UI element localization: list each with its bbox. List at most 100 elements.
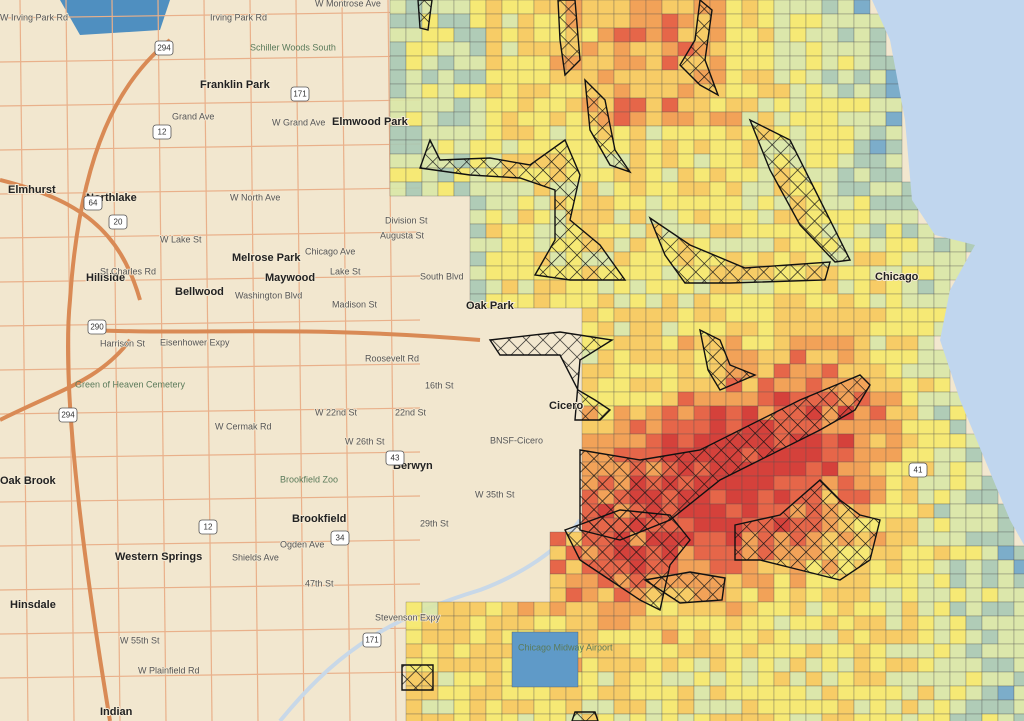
tract (805, 573, 823, 589)
tract (597, 419, 615, 435)
tract (517, 97, 535, 113)
tract (645, 657, 663, 673)
tract (517, 195, 535, 211)
tract (405, 629, 423, 645)
tract (853, 69, 871, 85)
tract (853, 265, 871, 281)
tract (629, 657, 647, 673)
tract (869, 153, 887, 169)
tract (437, 41, 455, 57)
street-label: W Plainfield Rd (138, 665, 200, 675)
tract (629, 643, 647, 659)
tract (405, 97, 423, 113)
tract (389, 125, 407, 141)
place-label: Hinsdale (10, 599, 56, 611)
tract (581, 293, 599, 309)
tract (693, 209, 711, 225)
tract (421, 27, 439, 43)
tract (853, 433, 871, 449)
tract (885, 559, 903, 575)
tract (485, 13, 503, 29)
tract (677, 377, 695, 393)
tract (629, 83, 647, 99)
tract (741, 293, 759, 309)
tract (725, 503, 743, 519)
tract (453, 615, 471, 631)
tract (853, 223, 871, 239)
tract (533, 685, 551, 701)
tract (565, 573, 583, 589)
tract (805, 55, 823, 71)
road (387, 0, 397, 721)
tract (965, 615, 983, 631)
place-label: Western Springs (115, 551, 202, 563)
tract (501, 55, 519, 71)
street-label: Chicago Ave (305, 246, 355, 256)
poi-label: Chicago Midway Airport (518, 642, 613, 652)
route-number: 20 (114, 218, 123, 227)
tract (581, 195, 599, 211)
tract (629, 685, 647, 701)
tract (741, 209, 759, 225)
hatched-area (419, 138, 627, 281)
tract (693, 699, 711, 715)
tract (837, 125, 855, 141)
tract (597, 13, 615, 29)
tract (853, 125, 871, 141)
tract (821, 55, 839, 71)
tract (565, 279, 583, 295)
tract (405, 27, 423, 43)
tract (757, 195, 775, 211)
place-label: Maywood (265, 272, 315, 284)
tract (501, 251, 519, 267)
tract (741, 573, 759, 589)
tract (885, 517, 903, 533)
tract (757, 97, 775, 113)
tract (837, 447, 855, 463)
tract (613, 41, 631, 57)
tract (725, 41, 743, 57)
tract (789, 69, 807, 85)
tract (613, 13, 631, 29)
tract (981, 503, 999, 519)
tract (789, 447, 807, 463)
tract (709, 13, 727, 29)
tract (549, 587, 567, 603)
tract (581, 419, 599, 435)
tract (693, 139, 711, 155)
route-number: 294 (61, 411, 75, 420)
tract (485, 237, 503, 253)
tract (597, 293, 615, 309)
tract (837, 461, 855, 477)
tract (853, 97, 871, 113)
tract (405, 713, 423, 721)
tract (677, 181, 695, 197)
tract (469, 41, 487, 57)
tract (773, 643, 791, 659)
tract (853, 447, 871, 463)
tract (629, 41, 647, 57)
tract (725, 139, 743, 155)
tract (613, 237, 631, 253)
tract (405, 643, 423, 659)
tract (501, 195, 519, 211)
tract (853, 293, 871, 309)
tract (725, 27, 743, 43)
tract (469, 615, 487, 631)
highway (0, 178, 142, 301)
tract (677, 0, 695, 15)
tract (533, 41, 551, 57)
tract (885, 139, 903, 155)
tract (885, 447, 903, 463)
tract (741, 307, 759, 323)
tract (645, 69, 663, 85)
tract (469, 27, 487, 43)
tract (901, 699, 919, 715)
tract (501, 223, 519, 239)
tract (597, 657, 615, 673)
tract (965, 475, 983, 491)
tract (741, 503, 759, 519)
tract (629, 223, 647, 239)
tract (629, 671, 647, 687)
